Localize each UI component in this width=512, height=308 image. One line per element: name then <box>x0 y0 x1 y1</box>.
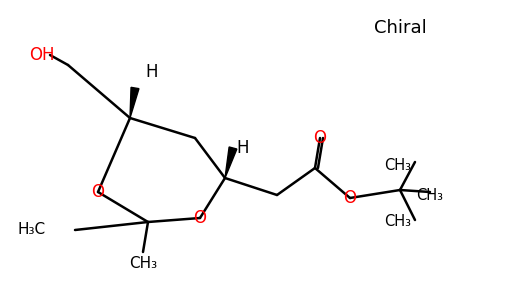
Polygon shape <box>225 147 237 178</box>
Text: CH₃: CH₃ <box>385 214 412 229</box>
Text: H: H <box>146 63 158 81</box>
Text: CH₃: CH₃ <box>385 157 412 172</box>
Text: CH₃: CH₃ <box>416 188 443 202</box>
Text: H₃C: H₃C <box>18 222 46 237</box>
Text: O: O <box>92 183 104 201</box>
Text: H: H <box>237 139 249 157</box>
Text: CH₃: CH₃ <box>129 257 157 271</box>
Text: OH: OH <box>29 46 55 64</box>
Text: O: O <box>313 129 327 147</box>
Text: Chiral: Chiral <box>374 19 426 37</box>
Polygon shape <box>130 87 139 118</box>
Text: O: O <box>344 189 356 207</box>
Text: O: O <box>194 209 206 227</box>
